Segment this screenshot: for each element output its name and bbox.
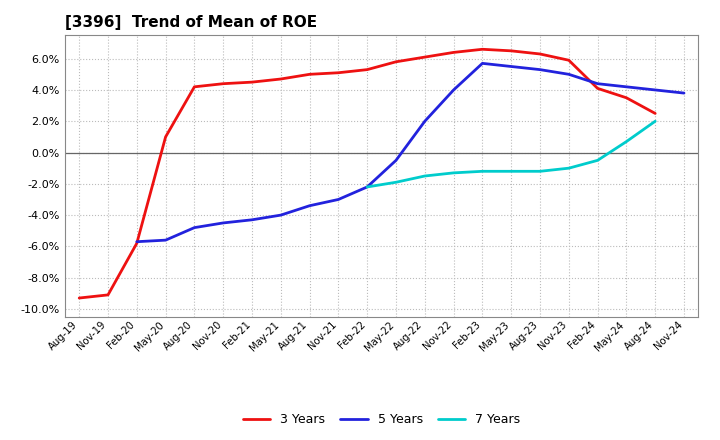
5 Years: [507, 64, 516, 69]
3 Years: [651, 111, 660, 116]
Text: [3396]  Trend of Mean of ROE: [3396] Trend of Mean of ROE: [65, 15, 317, 30]
3 Years: [104, 292, 112, 297]
Line: 3 Years: 3 Years: [79, 49, 655, 298]
7 Years: [420, 173, 429, 179]
5 Years: [305, 203, 314, 209]
5 Years: [420, 119, 429, 124]
3 Years: [190, 84, 199, 89]
5 Years: [449, 87, 458, 92]
5 Years: [593, 81, 602, 86]
5 Years: [219, 220, 228, 226]
5 Years: [363, 184, 372, 190]
7 Years: [363, 184, 372, 190]
3 Years: [420, 55, 429, 60]
5 Years: [190, 225, 199, 230]
5 Years: [622, 84, 631, 89]
3 Years: [219, 81, 228, 86]
7 Years: [478, 169, 487, 174]
7 Years: [622, 139, 631, 144]
3 Years: [564, 58, 573, 63]
3 Years: [478, 47, 487, 52]
5 Years: [478, 61, 487, 66]
3 Years: [622, 95, 631, 100]
5 Years: [334, 197, 343, 202]
3 Years: [334, 70, 343, 75]
7 Years: [536, 169, 544, 174]
5 Years: [276, 213, 285, 218]
Line: 7 Years: 7 Years: [367, 121, 655, 187]
7 Years: [449, 170, 458, 176]
7 Years: [507, 169, 516, 174]
5 Years: [680, 91, 688, 96]
5 Years: [392, 158, 400, 163]
7 Years: [651, 119, 660, 124]
5 Years: [536, 67, 544, 72]
7 Years: [593, 158, 602, 163]
3 Years: [449, 50, 458, 55]
5 Years: [161, 238, 170, 243]
3 Years: [132, 241, 141, 246]
3 Years: [507, 48, 516, 54]
3 Years: [276, 77, 285, 82]
5 Years: [651, 87, 660, 92]
5 Years: [564, 72, 573, 77]
Legend: 3 Years, 5 Years, 7 Years: 3 Years, 5 Years, 7 Years: [243, 413, 521, 426]
7 Years: [392, 180, 400, 185]
5 Years: [132, 239, 141, 244]
3 Years: [536, 51, 544, 57]
3 Years: [305, 72, 314, 77]
Line: 5 Years: 5 Years: [137, 63, 684, 242]
3 Years: [593, 86, 602, 91]
5 Years: [248, 217, 256, 223]
3 Years: [392, 59, 400, 64]
3 Years: [363, 67, 372, 72]
3 Years: [75, 295, 84, 301]
3 Years: [161, 134, 170, 139]
3 Years: [248, 80, 256, 85]
7 Years: [564, 165, 573, 171]
